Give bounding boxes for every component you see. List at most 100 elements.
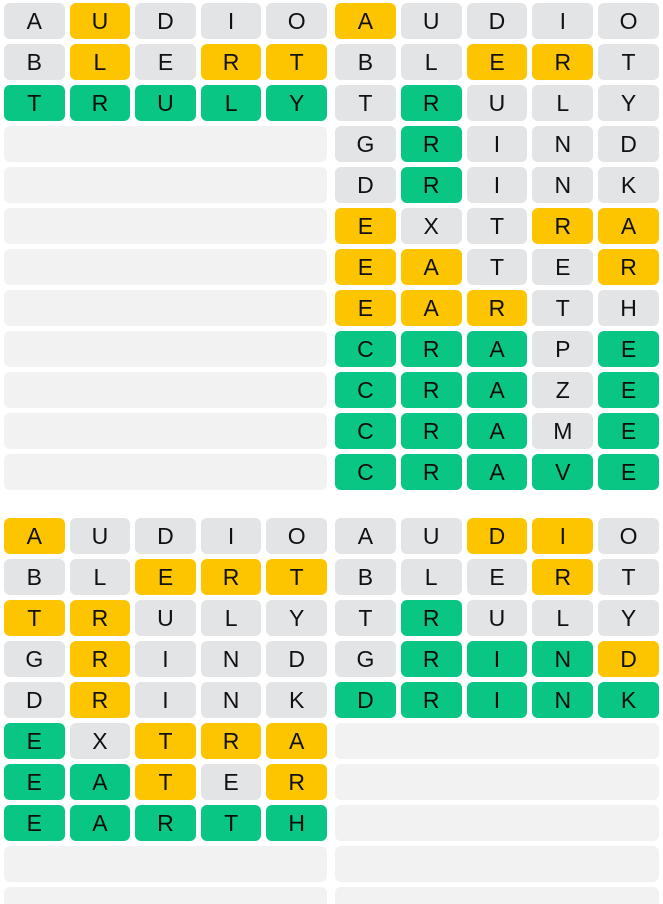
letter-tile: Y (598, 85, 659, 121)
empty-guess-row (4, 454, 327, 490)
empty-guess-row (4, 372, 327, 408)
letter-tile: C (335, 454, 396, 490)
letter-tile: I (466, 682, 528, 718)
letter-tile: E (532, 249, 594, 285)
empty-guess-row (335, 887, 659, 904)
letter-tile: G (335, 641, 396, 677)
letter-tile: E (598, 331, 659, 367)
letter-tile: T (598, 559, 659, 595)
letter-tile: L (532, 85, 594, 121)
letter-tile: L (200, 85, 262, 121)
letter-tile: U (135, 600, 196, 636)
letter-tile: N (532, 682, 594, 718)
letter-tile: D (598, 126, 659, 162)
letter-tile: A (598, 208, 659, 244)
letter-tile: T (532, 290, 594, 326)
letter-tile: B (4, 44, 65, 80)
letter-tile: T (335, 600, 396, 636)
letter-tile: I (466, 641, 528, 677)
letter-tile: X (400, 208, 462, 244)
letter-tile: D (466, 518, 528, 554)
letter-tile: V (532, 454, 594, 490)
letter-tile: E (4, 723, 65, 759)
letter-tile: G (335, 126, 396, 162)
letter-tile: D (598, 641, 659, 677)
letter-tile: L (532, 600, 594, 636)
letter-tile: R (400, 600, 462, 636)
letter-tile: R (400, 85, 462, 121)
letter-tile: O (266, 518, 327, 554)
letter-tile: R (400, 126, 462, 162)
letter-tile: B (4, 559, 65, 595)
letter-tile: T (466, 208, 528, 244)
letter-tile: U (400, 3, 462, 39)
letter-tile: Y (266, 85, 327, 121)
letter-tile: R (400, 167, 462, 203)
empty-guess-row (4, 290, 327, 326)
letter-tile: U (69, 518, 131, 554)
letter-tile: E (466, 44, 528, 80)
letter-tile: A (335, 518, 396, 554)
letter-tile: K (598, 682, 659, 718)
letter-tile: P (532, 331, 594, 367)
letter-tile: A (466, 413, 528, 449)
letter-tile: K (266, 682, 327, 718)
letter-tile: R (69, 641, 131, 677)
letter-tile: H (266, 805, 327, 841)
letter-tile: I (200, 518, 262, 554)
letter-tile: D (4, 682, 65, 718)
letter-tile: L (69, 559, 131, 595)
letter-tile: T (266, 44, 327, 80)
letter-tile: A (466, 372, 528, 408)
letter-tile: R (400, 331, 462, 367)
empty-guess-row (4, 846, 327, 882)
letter-tile: A (69, 805, 131, 841)
letter-tile: X (69, 723, 131, 759)
letter-tile: R (400, 413, 462, 449)
letter-tile: E (335, 249, 396, 285)
letter-tile: D (335, 682, 396, 718)
letter-tile: B (335, 44, 396, 80)
letter-tile: I (200, 3, 262, 39)
letter-tile: R (69, 600, 131, 636)
letter-tile: D (135, 3, 196, 39)
letter-tile: R (598, 249, 659, 285)
letter-tile: U (466, 600, 528, 636)
letter-tile: E (135, 44, 196, 80)
letter-tile: O (598, 518, 659, 554)
letter-tile: I (532, 3, 594, 39)
letter-tile: D (135, 518, 196, 554)
letter-tile: U (69, 3, 131, 39)
empty-guess-row (4, 249, 327, 285)
letter-tile: T (4, 85, 65, 121)
letter-tile: R (400, 641, 462, 677)
letter-tile: E (598, 413, 659, 449)
letter-tile: R (200, 44, 262, 80)
letter-tile: A (400, 290, 462, 326)
letter-tile: T (266, 559, 327, 595)
letter-tile: L (69, 44, 131, 80)
